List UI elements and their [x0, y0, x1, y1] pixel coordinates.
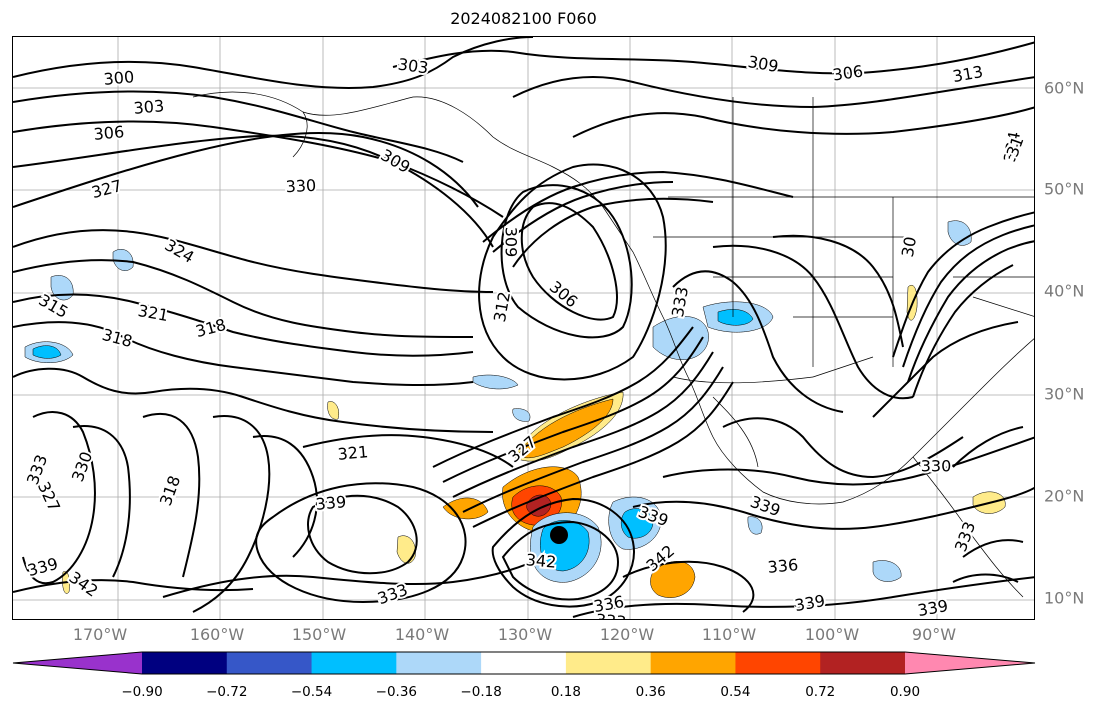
- contour-label: 327: [34, 479, 64, 515]
- colorbar-bin: [481, 652, 567, 674]
- contour-label: 306: [93, 122, 125, 144]
- lon-tick-label: 120°W: [599, 625, 655, 644]
- lat-tick-label: 40°N: [1044, 281, 1085, 301]
- storm-center-marker: [550, 526, 568, 544]
- colorbar-bin: [820, 652, 906, 674]
- lon-tick-label: 160°W: [189, 625, 245, 644]
- chart-title: 2024082100 F060: [450, 9, 597, 28]
- colorbar-outline: [12, 651, 1036, 675]
- geopotential-contours: [13, 37, 1034, 618]
- contour-label: 306: [831, 61, 864, 84]
- colorbar-tick-label: 0.18: [550, 684, 581, 700]
- lat-tick-label: 60°N: [1044, 78, 1085, 98]
- map-panel[interactable]: 300 303 306 303 309 306 313 309 327 330 324 315 321 3…: [12, 36, 1035, 620]
- lon-tick-label: 100°W: [804, 625, 860, 644]
- lat-lon-gridlines: [13, 37, 1034, 619]
- colorbar: [12, 651, 1036, 675]
- colorbar-tick-label: 0.90: [889, 684, 921, 700]
- colorbar-tick-label: 0.36: [635, 684, 666, 700]
- lon-tick-label: 110°W: [701, 625, 757, 644]
- colorbar-tick-label: −0.36: [375, 684, 418, 700]
- colorbar-bin: [565, 652, 652, 674]
- contour-label: 318: [194, 315, 228, 341]
- colorbar-tick-label: 0.72: [805, 684, 836, 700]
- contour-label: 336: [767, 555, 799, 577]
- contour-label: 339: [315, 492, 347, 514]
- lat-tick-label: 10°N: [1044, 588, 1085, 608]
- contour-label: 300: [103, 67, 135, 89]
- contour-label: 330: [68, 449, 96, 484]
- contour-label: 339: [916, 596, 949, 620]
- contour-label: 303: [397, 54, 430, 77]
- contour-label: 333: [595, 610, 627, 620]
- contour-label: 318: [156, 473, 184, 508]
- colorbar-tick-label: −0.72: [206, 684, 248, 700]
- lat-tick-label: 30°N: [1044, 384, 1085, 404]
- lon-tick-label: 90°W: [911, 625, 957, 644]
- contour-label: 333: [375, 580, 410, 608]
- contour-label: 330: [921, 457, 952, 476]
- lon-tick-label: 170°W: [72, 625, 128, 644]
- colorbar-tick-label: 0.54: [720, 684, 751, 700]
- contour-label: 321: [136, 301, 169, 325]
- colorbar-tick-label: −0.90: [121, 684, 163, 700]
- colorbar-tick-label: −0.18: [460, 684, 502, 700]
- contour-label: 303: [133, 96, 165, 118]
- contour-label: 324: [162, 235, 198, 267]
- contour-label: 309: [502, 227, 521, 258]
- contour-label: 339: [793, 591, 826, 615]
- contour-label: 342: [525, 550, 557, 572]
- contour-label: 330: [285, 176, 316, 197]
- lat-tick-label: 20°N: [1044, 486, 1085, 506]
- contour-label: 312: [490, 290, 514, 323]
- contour-label: 333: [668, 285, 692, 318]
- contour-label: 30: [898, 235, 920, 258]
- contour-label: 313: [951, 62, 984, 86]
- contour-label: 342: [66, 568, 102, 601]
- colorbar-under-triangle: [13, 652, 142, 674]
- colorbar-bin: [650, 652, 736, 674]
- contour-label: 321: [337, 442, 369, 464]
- colorbar-bin: [396, 652, 482, 674]
- contour-label: 306: [546, 277, 582, 311]
- colorbar-tick-label: −0.54: [290, 684, 333, 700]
- contour-label: 339: [26, 554, 60, 580]
- colorbar-bin: [735, 652, 821, 674]
- colorbar-bin: [311, 652, 397, 674]
- lon-tick-label: 130°W: [497, 625, 553, 644]
- colorbar-over-triangle: [905, 652, 1035, 674]
- colorbar-bin: [226, 652, 313, 674]
- contour-label: 309: [746, 52, 779, 76]
- lat-tick-label: 50°N: [1044, 179, 1085, 199]
- contour-label: 309: [378, 145, 414, 177]
- lon-tick-label: 140°W: [394, 625, 450, 644]
- lon-tick-label: 150°W: [291, 625, 347, 644]
- contour-label: 318: [100, 325, 134, 351]
- colorbar-bin: [142, 652, 228, 674]
